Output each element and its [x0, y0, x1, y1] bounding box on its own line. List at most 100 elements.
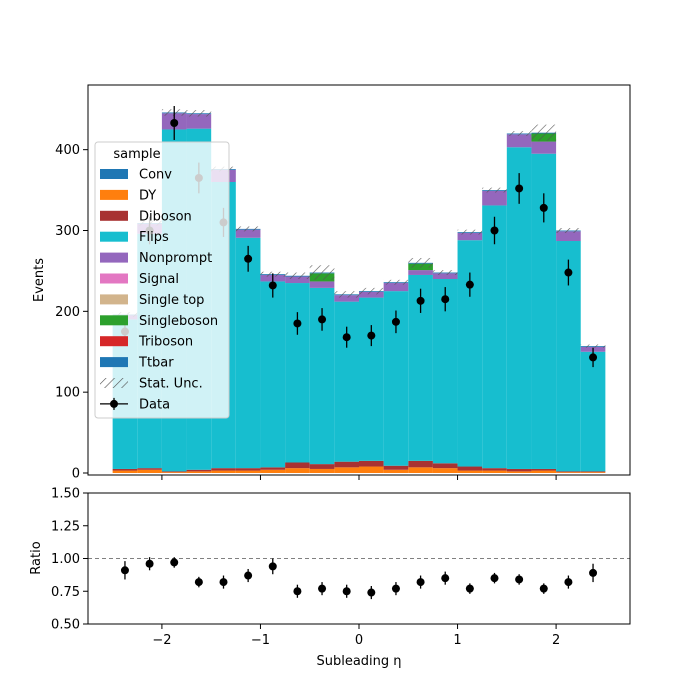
bar-dy [137, 469, 162, 473]
y-tick-label: 400 [55, 143, 80, 158]
stat-unc-band [334, 291, 359, 298]
legend-box [94, 141, 230, 419]
bar-dy [531, 470, 557, 473]
ratio-points [120, 557, 598, 600]
bar-diboson [235, 468, 261, 471]
data-point [170, 118, 179, 127]
legend-swatch [100, 231, 128, 242]
bar-dy [235, 470, 261, 473]
ratio-x-tick-label: −2 [152, 633, 171, 648]
bar-dy [309, 468, 335, 473]
legend-label: Data [139, 397, 170, 412]
bar-dy [556, 472, 581, 473]
bar-diboson [161, 471, 187, 473]
data-point [391, 317, 400, 326]
ratio-point [465, 584, 474, 593]
stat-unc-band [580, 344, 606, 348]
bar-nonprompt [186, 114, 212, 129]
data-point [416, 296, 425, 305]
bar-nonprompt [482, 190, 507, 206]
ratio-x-ticks: −2 −1 0 1 2 [152, 624, 560, 648]
bar-diboson [334, 461, 359, 468]
bar-dy [383, 469, 409, 473]
data-point [342, 333, 351, 342]
y-tick-label: 0 [72, 467, 80, 482]
bar-nonprompt [457, 232, 483, 241]
ratio-x-tick-label: 0 [355, 633, 363, 648]
data-point [268, 281, 277, 290]
legend-label: Triboson [138, 335, 193, 350]
bar-nonprompt [556, 231, 581, 242]
legend-swatch-hatch [100, 378, 128, 388]
legend-swatch [100, 336, 128, 347]
ratio-y-tick-label: 1.25 [51, 519, 80, 534]
main-y-ticks: 0 100 200 300 400 [55, 143, 88, 482]
bar-dy [457, 470, 483, 473]
ratio-point [342, 587, 351, 596]
bar-flips [482, 205, 507, 469]
data-point [515, 184, 524, 193]
ratio-point [391, 584, 400, 593]
stat-unc-band [457, 229, 483, 235]
legend-label: DY [139, 188, 156, 203]
legend-label: Flips [139, 230, 169, 245]
legend-title: sample [113, 147, 160, 162]
bar-diboson [309, 464, 335, 469]
stat-unc-band [285, 272, 310, 279]
ratio-point [589, 568, 598, 577]
ratio-x-tick-label: 2 [552, 633, 560, 648]
legend-swatch [100, 169, 128, 179]
ratio-y-axis-label: Ratio [29, 541, 44, 574]
ratio-point [244, 571, 253, 580]
bar-nonprompt [531, 141, 557, 154]
stat-unc-band [408, 257, 433, 268]
bar-diboson [137, 468, 162, 470]
ratio-panel: 0.50 0.75 1.00 1.25 1.50 −2 −1 0 1 2 Ratio Suble… [29, 487, 631, 669]
bar-flips [260, 281, 286, 468]
bar-diboson [531, 468, 557, 471]
bar-flips [580, 351, 606, 472]
ratio-point [367, 588, 376, 597]
data-point [441, 295, 450, 304]
ratio-point [490, 574, 499, 583]
main-y-axis-label: Events [32, 258, 47, 302]
ratio-point [120, 566, 129, 575]
legend-swatch [100, 252, 128, 263]
legend-swatch [100, 294, 128, 305]
bar-nonprompt [408, 270, 433, 275]
bar-dy [580, 472, 606, 473]
ratio-y-tick-label: 0.50 [51, 618, 80, 633]
ratio-point [441, 574, 450, 583]
bar-dy [186, 471, 212, 473]
legend-label: Diboson [139, 209, 192, 224]
ratio-point [194, 578, 203, 587]
legend-swatch [100, 315, 128, 326]
bar-diboson [556, 471, 581, 473]
bar-diboson [186, 469, 212, 472]
legend-swatch [100, 189, 128, 200]
ratio-point [268, 562, 277, 571]
ratio-y-tick-label: 1.00 [51, 552, 80, 567]
bar-dy [408, 467, 433, 473]
ratio-point [170, 558, 179, 567]
bar-diboson [383, 465, 409, 470]
ratio-point [416, 578, 425, 587]
bar-flips [235, 237, 261, 469]
ratio-x-tick-label: −1 [251, 633, 270, 648]
bar-nonprompt [235, 229, 261, 238]
y-tick-label: 100 [55, 386, 80, 401]
data-point [465, 280, 474, 289]
ratio-x-tick-label: 1 [453, 633, 461, 648]
data-point [367, 331, 376, 340]
stat-unc-band [531, 124, 557, 141]
ratio-point [145, 559, 154, 568]
data-point [293, 319, 302, 328]
bar-diboson [112, 468, 138, 471]
bar-dy [334, 467, 359, 473]
stat-unc-band [383, 279, 409, 285]
legend-label: Singleboson [139, 314, 218, 329]
bar-flips [285, 283, 310, 463]
stat-unc-band [556, 228, 581, 233]
y-tick-label: 200 [55, 305, 80, 320]
bar-dy [211, 470, 236, 473]
